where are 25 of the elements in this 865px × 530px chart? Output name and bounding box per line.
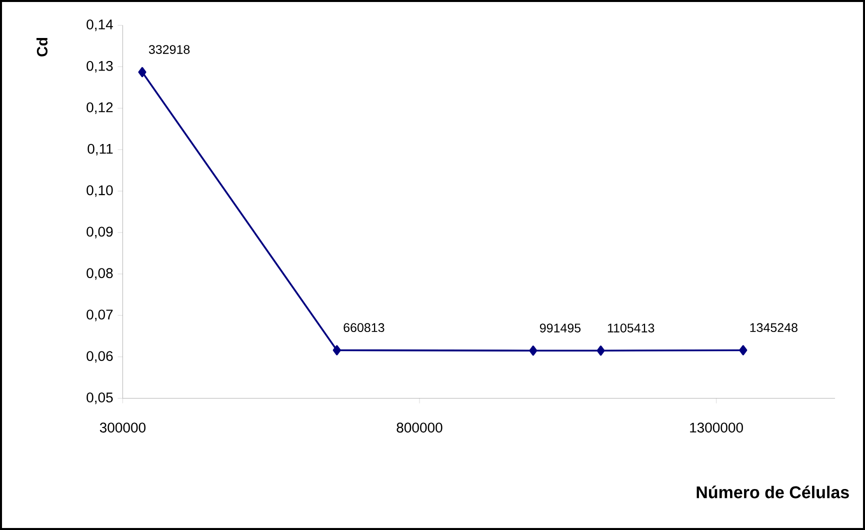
x-tick-label: 1300000 — [690, 422, 743, 433]
y-tick-label: 0,14 — [86, 20, 113, 32]
y-tick-label: 0,07 — [86, 310, 113, 322]
point — [596, 346, 605, 356]
annotation: 1105413 — [608, 324, 654, 332]
annotation: 660813 — [344, 323, 384, 332]
annotation: 1345248 — [750, 323, 798, 332]
y-tick-label: 0,10 — [86, 185, 113, 197]
y-tick-label: 0,05 — [86, 392, 113, 404]
x-axis-title: Número de Células — [696, 486, 849, 498]
point — [529, 346, 538, 356]
x-tick-label: 300000 — [100, 422, 146, 433]
y-axis-title: Cd — [36, 38, 48, 56]
y-tick-label: 0,06 — [86, 351, 113, 363]
x-tick-label: 800000 — [396, 422, 442, 433]
y-tick-label: 0,08 — [86, 268, 113, 280]
point — [739, 345, 748, 356]
point — [138, 67, 146, 78]
y-tick-label: 0,13 — [86, 60, 113, 73]
y-tick-label: 0,11 — [88, 144, 113, 156]
point — [332, 345, 341, 356]
y-tick-label: 0,09 — [86, 226, 113, 238]
annotation: 991495 — [540, 324, 581, 332]
annotation: 332918 — [148, 45, 190, 54]
y-tick-label: 0,12 — [86, 102, 113, 114]
